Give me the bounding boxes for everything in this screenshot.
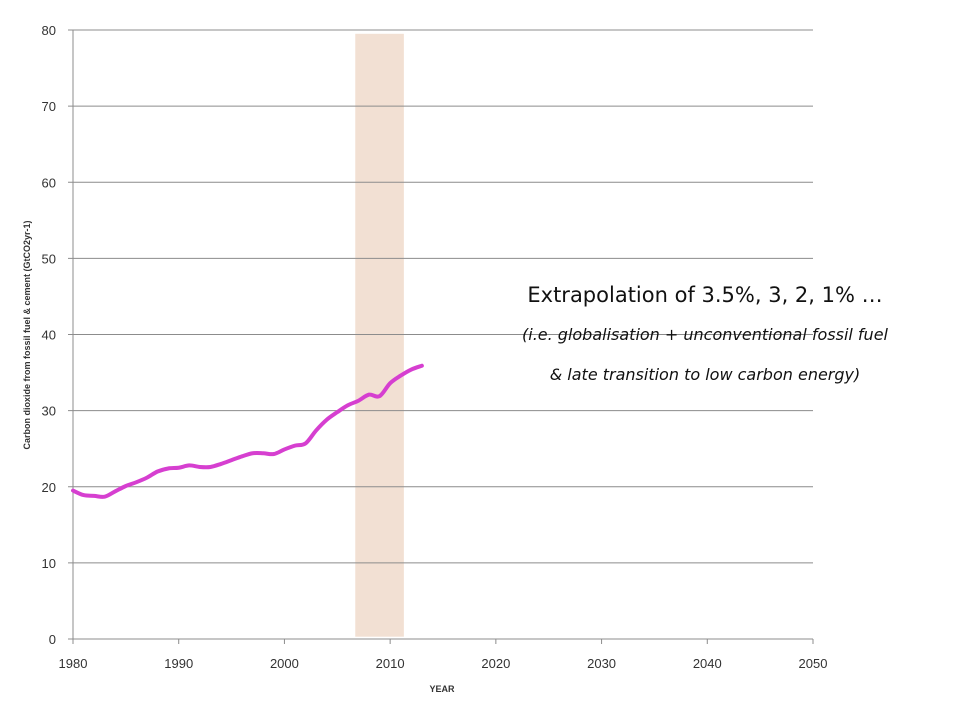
x-tick-label: 1990 <box>164 656 193 671</box>
axes <box>68 29 814 644</box>
x-tick-label: 2020 <box>481 656 510 671</box>
highlight-band <box>355 33 404 637</box>
series-line-0 <box>71 363 424 499</box>
highlight-band-layer <box>355 33 404 637</box>
x-tick-label: 2050 <box>799 656 828 671</box>
x-tick-label: 2040 <box>693 656 722 671</box>
gridlines <box>73 29 813 564</box>
y-tick-label: 20 <box>42 480 56 495</box>
x-tick-label: 2000 <box>270 656 299 671</box>
y-tick-label: 30 <box>42 404 56 419</box>
y-tick-label: 70 <box>42 99 56 114</box>
x-tick-label: 2030 <box>587 656 616 671</box>
y-tick-label: 50 <box>42 251 56 266</box>
y-tick-label: 60 <box>42 175 56 190</box>
annotation-main: Extrapolation of 3.5%, 3, 2, 1% … <box>527 283 883 307</box>
y-tick-label: 80 <box>42 23 56 38</box>
annotation-line-1: (i.e. globalisation + unconventional fos… <box>522 325 888 344</box>
y-tick-label: 40 <box>42 328 56 343</box>
annotation-line-2: & late transition to low carbon energy) <box>549 365 861 384</box>
y-tick-label: 0 <box>49 632 56 647</box>
x-tick-label: 2010 <box>376 656 405 671</box>
y-tick-label: 10 <box>42 556 56 571</box>
x-tick-label: 1980 <box>59 656 88 671</box>
y-axis-title: Carbon dioxide from fossil fuel & cement… <box>22 220 32 449</box>
series-layer <box>71 363 424 499</box>
x-axis-title: YEAR <box>429 684 455 694</box>
